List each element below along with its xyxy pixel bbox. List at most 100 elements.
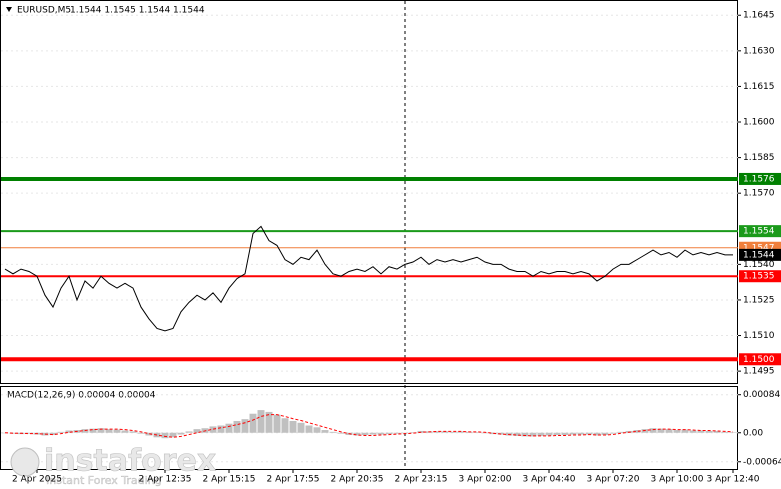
level-tag <box>739 270 781 283</box>
macd-bar <box>513 432 521 436</box>
x-tick-label: 2 Apr 2025 <box>12 475 62 485</box>
macd-bar <box>353 432 361 436</box>
x-tick-label: 3 Apr 02:00 <box>459 475 512 485</box>
macd-bar <box>225 423 233 433</box>
macd-bar <box>177 432 185 435</box>
macd-bar <box>233 420 241 433</box>
y-tick-label: 1.1525 <box>743 295 775 305</box>
price-panel <box>0 0 738 384</box>
macd-bar <box>145 432 153 436</box>
macd-bar <box>137 432 145 434</box>
macd-bar <box>65 430 73 433</box>
level-label: 1.1554 <box>743 227 775 237</box>
x-tick-label: 3 Apr 10:00 <box>651 475 704 485</box>
x-tick-label: 3 Apr 12:40 <box>707 475 760 485</box>
menu-arrow <box>6 7 12 12</box>
macd-bar <box>161 432 169 439</box>
macd-bar <box>249 413 257 433</box>
macd-bar <box>97 428 105 433</box>
chart-subtitle: 1.1544 1.1545 1.1544 1.1544 <box>70 6 205 16</box>
macd-bar <box>9 432 17 434</box>
macd-bar <box>481 432 489 434</box>
macd-bar <box>305 425 313 433</box>
macd-bar <box>521 432 529 437</box>
macd-bar <box>473 432 481 433</box>
signal-line <box>4 414 734 438</box>
macd-bar <box>401 432 409 434</box>
macd-bar <box>673 430 681 433</box>
macd-bar <box>433 431 441 433</box>
macd-bar <box>721 431 729 433</box>
y-tick-label: 1.1540 <box>743 260 775 270</box>
x-tick-label: 3 Apr 07:20 <box>587 475 640 485</box>
y-tick-label: 1.1570 <box>743 189 775 199</box>
macd-bar <box>169 432 177 438</box>
macd-bar <box>377 432 385 435</box>
macd-bar <box>657 428 665 433</box>
macd-bar <box>697 430 705 433</box>
macd-bar <box>57 431 65 433</box>
macd-bar <box>633 430 641 433</box>
macd-bar <box>537 432 545 436</box>
macd-bar <box>121 430 129 433</box>
level-label: 1.1535 <box>743 272 775 282</box>
macd-bar <box>729 432 737 433</box>
price-line <box>4 225 733 332</box>
x-tick-label: 2 Apr 15:15 <box>203 475 256 485</box>
watermark-brand: instaforex <box>44 444 216 479</box>
macd-bar <box>369 432 377 435</box>
y-tick-label: 1.1645 <box>743 11 775 21</box>
y-tick-label: 1.1630 <box>743 46 775 56</box>
x-tick-label: 2 Apr 17:55 <box>267 475 320 485</box>
chart-title: EURUSD,M5 <box>17 6 71 16</box>
macd-bar <box>441 431 449 433</box>
x-tick-label: 2 Apr 23:15 <box>395 475 448 485</box>
macd-bar <box>361 432 369 436</box>
y-tick-label: 1.1510 <box>743 331 775 341</box>
macd-bar <box>569 432 577 435</box>
macd-bar <box>25 432 33 434</box>
macd-bar <box>185 431 193 433</box>
macd-bar <box>321 430 329 433</box>
macd-bar <box>113 429 121 433</box>
macd-bar <box>545 432 553 436</box>
x-tick-label: 2 Apr 12:35 <box>139 475 192 485</box>
macd-bar <box>193 429 201 433</box>
watermark: instaforex Instant Forex Trading <box>10 443 217 487</box>
macd-bar <box>689 430 697 433</box>
macd-bar <box>617 431 625 433</box>
macd-bar <box>713 430 721 433</box>
level-tag <box>739 225 781 238</box>
y-tick-label: 1.1600 <box>743 118 775 128</box>
macd-panel <box>0 386 738 470</box>
macd-bar <box>553 432 561 436</box>
macd-bar <box>577 432 585 435</box>
macd-bar <box>409 432 417 433</box>
macd-bar <box>561 432 569 436</box>
macd-bar <box>281 418 289 433</box>
macd-bar <box>393 432 401 434</box>
level-tag <box>739 353 781 366</box>
y-tick-label: 1.1585 <box>743 153 775 163</box>
macd-bar <box>217 425 225 433</box>
macd-bar <box>297 422 305 433</box>
macd-bar <box>329 431 337 433</box>
x-tick-label: 2 Apr 20:35 <box>331 475 384 485</box>
macd-bar <box>609 432 617 434</box>
macd-bar <box>313 427 321 433</box>
y-tick-label: -0.00064 <box>743 457 781 467</box>
macd-bar <box>449 431 457 433</box>
macd-bar <box>705 430 713 433</box>
macd-bar <box>665 429 673 433</box>
macd-bar <box>585 432 593 435</box>
y-tick-label: 1.1495 <box>743 367 775 377</box>
macd-bar <box>209 426 217 433</box>
macd-bar <box>337 432 345 434</box>
level-label: 1.1500 <box>743 355 775 365</box>
macd-bar <box>649 428 657 433</box>
macd-bar <box>129 431 137 433</box>
macd-bar <box>489 432 497 435</box>
macd-bar <box>385 432 393 435</box>
